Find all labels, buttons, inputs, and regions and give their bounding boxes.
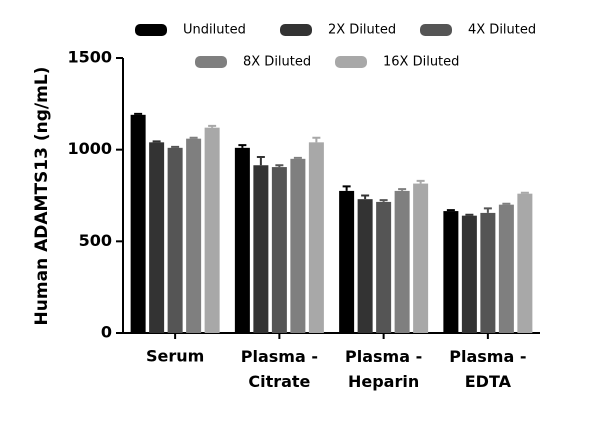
legend-swatch bbox=[280, 24, 312, 36]
legend-label: 4X Diluted bbox=[468, 23, 536, 38]
error-bar bbox=[312, 136, 321, 143]
error-bar bbox=[398, 188, 407, 191]
bar bbox=[339, 190, 355, 333]
bar bbox=[253, 165, 269, 333]
legend-swatch bbox=[135, 24, 167, 36]
bar bbox=[204, 127, 220, 334]
error-bar bbox=[379, 199, 388, 202]
bar bbox=[498, 204, 514, 333]
error-bar bbox=[342, 185, 351, 191]
bar bbox=[271, 167, 287, 333]
x-tick-label: Serum bbox=[146, 347, 204, 366]
y-tick-label: 1500 bbox=[67, 48, 112, 67]
y-tick-label: 0 bbox=[101, 323, 112, 342]
error-bar bbox=[171, 145, 180, 148]
bar bbox=[394, 190, 410, 333]
error-bar bbox=[483, 207, 492, 213]
bar bbox=[480, 212, 496, 333]
legend-label: 16X Diluted bbox=[383, 55, 459, 70]
error-bar bbox=[502, 202, 511, 205]
y-axis-title: Human ADAMTS13 (ng/mL) bbox=[32, 67, 52, 326]
error-bar bbox=[275, 164, 284, 168]
error-bar bbox=[446, 209, 455, 212]
x-tick-label: Plasma -Citrate bbox=[241, 347, 318, 391]
bar bbox=[308, 142, 324, 333]
error-bar bbox=[152, 140, 161, 143]
legend-swatch bbox=[335, 56, 367, 68]
legend-label: Undiluted bbox=[183, 23, 246, 38]
bar bbox=[149, 142, 165, 333]
bar bbox=[461, 215, 477, 333]
error-bar bbox=[238, 144, 247, 148]
error-bar bbox=[361, 194, 370, 200]
bar bbox=[443, 211, 459, 333]
error-bar bbox=[520, 191, 529, 194]
error-bar bbox=[416, 179, 425, 184]
bar bbox=[413, 183, 429, 333]
error-bar bbox=[293, 156, 302, 159]
bar bbox=[376, 201, 392, 333]
legend-swatch bbox=[195, 56, 227, 68]
bar bbox=[517, 193, 533, 333]
x-tick-label: Plasma -EDTA bbox=[449, 347, 526, 391]
legend-label: 2X Diluted bbox=[328, 23, 396, 38]
error-bar bbox=[256, 156, 265, 166]
bar bbox=[290, 158, 306, 333]
x-tick-label: Plasma -Heparin bbox=[345, 347, 422, 391]
error-bar bbox=[134, 112, 143, 115]
bar bbox=[167, 147, 183, 333]
legend-label: 8X Diluted bbox=[243, 55, 311, 70]
y-tick-label: 1000 bbox=[67, 139, 112, 158]
bar bbox=[357, 199, 373, 333]
bar bbox=[130, 114, 146, 333]
legend-swatch bbox=[420, 24, 452, 36]
error-bar bbox=[465, 213, 474, 216]
error-bar bbox=[189, 136, 198, 139]
y-tick-label: 500 bbox=[79, 231, 112, 250]
bar bbox=[234, 147, 250, 333]
error-bar bbox=[208, 124, 217, 128]
bar bbox=[186, 138, 202, 333]
